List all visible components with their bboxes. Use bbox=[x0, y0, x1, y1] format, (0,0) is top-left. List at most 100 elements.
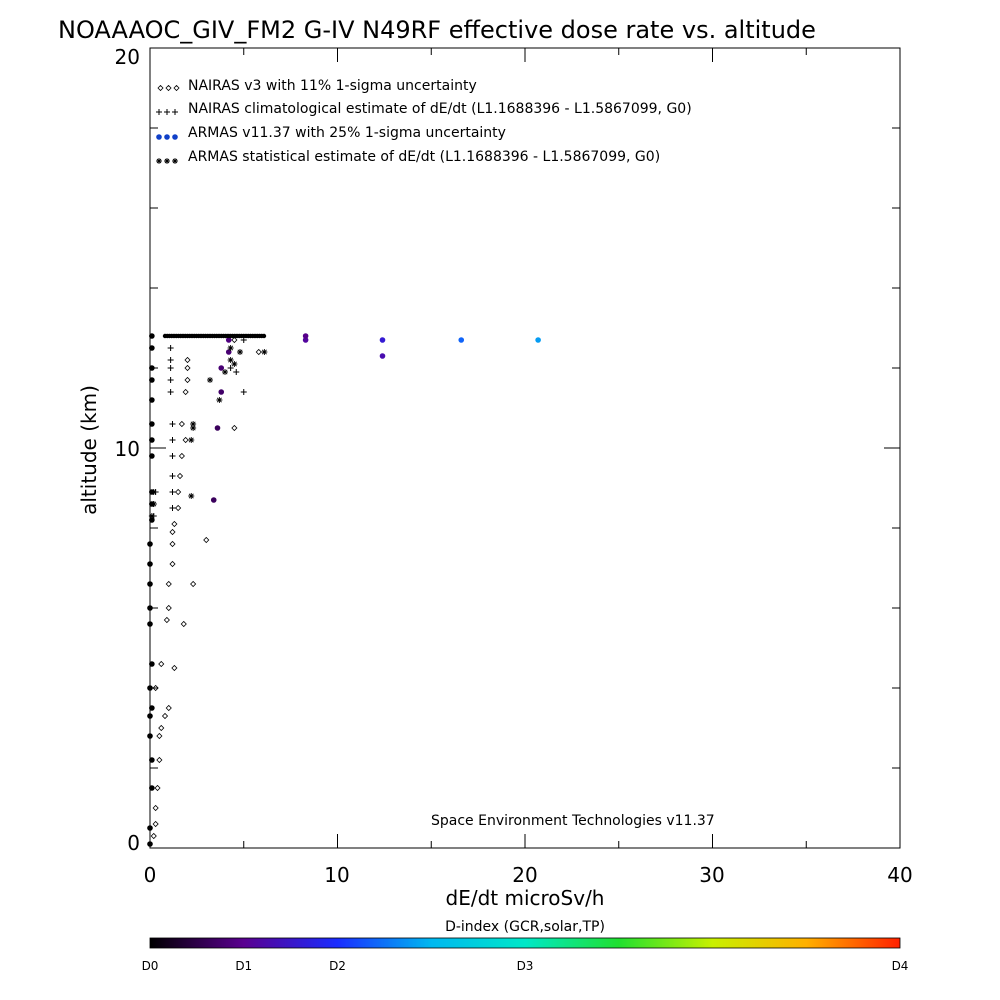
data-point bbox=[147, 841, 153, 847]
data-point bbox=[165, 704, 172, 712]
data-point bbox=[149, 421, 155, 427]
data-point bbox=[188, 493, 195, 499]
data-point bbox=[169, 528, 176, 536]
data-point bbox=[149, 453, 155, 459]
colorbar-label: D3 bbox=[517, 959, 534, 973]
data-point bbox=[156, 756, 163, 764]
data-point bbox=[176, 472, 184, 480]
data-point bbox=[149, 437, 155, 443]
data-point bbox=[175, 488, 182, 496]
legend-label-nairas-clim: NAIRAS climatological estimate of dE/dt … bbox=[188, 101, 692, 117]
data-point bbox=[147, 685, 153, 691]
data-point bbox=[169, 505, 176, 511]
data-point bbox=[158, 724, 165, 732]
x-tick-30: 30 bbox=[699, 863, 724, 887]
data-point bbox=[169, 453, 176, 459]
data-point bbox=[167, 377, 174, 383]
data-point bbox=[171, 520, 178, 528]
data-point bbox=[231, 361, 238, 367]
data-point bbox=[227, 365, 234, 371]
data-point bbox=[152, 820, 159, 828]
data-point bbox=[458, 337, 465, 343]
data-point bbox=[163, 616, 170, 624]
data-point bbox=[161, 712, 169, 720]
data-point bbox=[227, 345, 234, 351]
legend-label-nairas: NAIRAS v3 with 11% 1-sigma uncertainty bbox=[188, 78, 477, 94]
data-point bbox=[184, 376, 191, 384]
legend-label-armas: ARMAS v11.37 with 25% 1-sigma uncertaint… bbox=[188, 125, 506, 141]
data-point bbox=[147, 733, 153, 739]
data-point bbox=[203, 536, 210, 544]
x-tick-40: 40 bbox=[887, 863, 912, 887]
data-point bbox=[169, 560, 176, 568]
data-point bbox=[210, 497, 217, 503]
data-point bbox=[147, 561, 153, 567]
axis-ticks bbox=[149, 47, 901, 849]
data-point bbox=[147, 825, 153, 831]
legend-marker-nairas bbox=[157, 84, 180, 92]
series-4 bbox=[162, 333, 267, 339]
data-point bbox=[178, 452, 185, 460]
data-point bbox=[222, 369, 228, 375]
data-point bbox=[156, 732, 163, 740]
credit-annotation: Space Environment Technologies v11.37 bbox=[431, 813, 715, 829]
colorbar-label: D0 bbox=[142, 959, 159, 973]
data-point bbox=[190, 580, 197, 588]
data-point bbox=[148, 513, 155, 519]
colorbar-label: D2 bbox=[329, 959, 346, 973]
y-tick-0: 0 bbox=[127, 831, 140, 855]
colorbar-title: D-index (GCR,solar,TP) bbox=[445, 919, 605, 935]
chart-title: NOAAAOC_GIV_FM2 G-IV N49RF effective dos… bbox=[58, 16, 816, 44]
data-point bbox=[149, 397, 155, 403]
legend-marker-armas-stat bbox=[156, 158, 178, 164]
data-point bbox=[149, 757, 155, 763]
data-point bbox=[182, 436, 189, 444]
legend-marker-nairas-clim bbox=[156, 109, 178, 115]
data-point bbox=[227, 357, 234, 363]
data-point bbox=[302, 333, 309, 339]
data-point bbox=[175, 504, 182, 512]
data-point bbox=[167, 389, 174, 395]
data-point bbox=[184, 356, 191, 364]
data-point bbox=[188, 437, 195, 443]
data-point bbox=[149, 365, 155, 371]
legend-label-armas-stat: ARMAS statistical estimate of dE/dt (L1.… bbox=[188, 149, 660, 165]
data-point bbox=[158, 660, 165, 668]
plot-frame bbox=[149, 47, 901, 849]
x-tick-10: 10 bbox=[324, 863, 349, 887]
data-point bbox=[154, 784, 161, 792]
data-point bbox=[535, 337, 541, 343]
y-axis-title: altitude (km) bbox=[77, 385, 101, 515]
colorbar-label: D1 bbox=[235, 959, 252, 973]
colorbar bbox=[149, 937, 901, 949]
data-point bbox=[233, 369, 240, 375]
data-point bbox=[150, 501, 157, 507]
data-point bbox=[152, 684, 159, 692]
data-point bbox=[218, 389, 225, 395]
data-point bbox=[237, 349, 243, 355]
data-point bbox=[149, 377, 155, 383]
data-point bbox=[167, 357, 174, 363]
data-point bbox=[225, 337, 232, 343]
data-point bbox=[231, 424, 238, 432]
data-point bbox=[149, 705, 155, 711]
data-point bbox=[216, 397, 223, 403]
data-point bbox=[150, 832, 157, 840]
data-point bbox=[147, 621, 153, 627]
y-tick-20: 20 bbox=[115, 45, 140, 69]
data-point bbox=[190, 421, 197, 427]
data-point bbox=[169, 421, 176, 427]
colorbar-label: D4 bbox=[892, 959, 909, 973]
data-point bbox=[167, 345, 174, 351]
data-point bbox=[147, 605, 153, 611]
series-3 bbox=[148, 345, 268, 519]
data-point bbox=[169, 437, 176, 443]
data-point bbox=[165, 604, 172, 612]
data-series bbox=[147, 333, 541, 847]
data-point bbox=[379, 353, 386, 359]
data-point bbox=[149, 345, 155, 351]
data-point bbox=[184, 364, 191, 372]
x-axis-title: dE/dt microSv/h bbox=[446, 886, 605, 910]
data-point bbox=[231, 336, 238, 344]
